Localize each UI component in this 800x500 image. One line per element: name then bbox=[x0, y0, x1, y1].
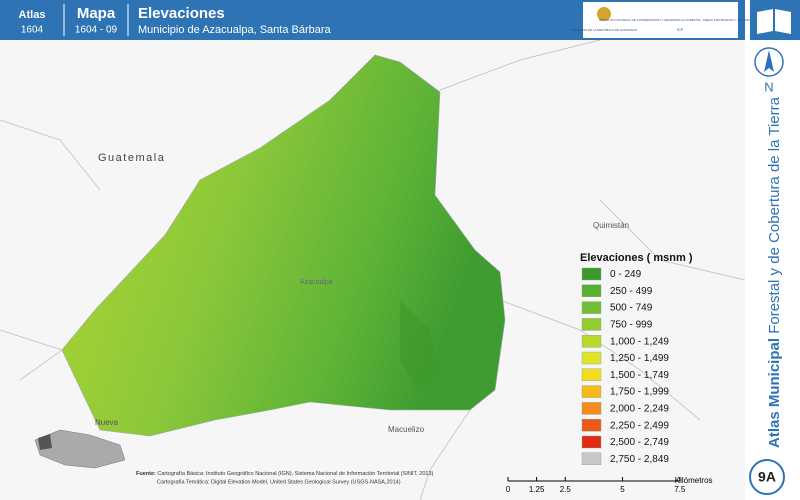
legend-swatch bbox=[581, 368, 602, 381]
legend-swatch bbox=[581, 284, 602, 297]
legend-swatch bbox=[581, 267, 602, 281]
badge-label: 9A bbox=[758, 469, 776, 485]
north-arrow bbox=[764, 50, 774, 72]
book-icon bbox=[757, 9, 791, 34]
place-label: Nueva bbox=[95, 418, 119, 427]
legend-swatch bbox=[581, 351, 602, 365]
map-number: 1604 - 09 bbox=[75, 25, 118, 36]
north-circle bbox=[754, 47, 784, 77]
legend-label: 2,750 - 2,849 bbox=[610, 454, 669, 465]
legend-label: 250 - 499 bbox=[610, 286, 653, 297]
atlas-label: Atlas bbox=[19, 9, 46, 21]
source-line: Cartografía Básica: Instituto Geográfico… bbox=[157, 471, 433, 477]
logo-text: GOBIERNO DE LA REPÚBLICA DE HONDURAS bbox=[571, 27, 637, 32]
logo-text: INSTITUTO NACIONAL DE CONSERVACIÓN Y DES… bbox=[599, 17, 761, 22]
legend-swatch bbox=[581, 318, 602, 331]
legend-label: 2,000 - 2,249 bbox=[610, 404, 669, 415]
legend-label: 1,750 - 1,999 bbox=[610, 387, 669, 398]
scale-unit: Kilómetros bbox=[675, 476, 713, 485]
legend-label: 1,500 - 1,749 bbox=[610, 370, 669, 381]
title: Elevaciones bbox=[138, 5, 225, 22]
municipality bbox=[61, 54, 506, 437]
scale-tick-label: 2.5 bbox=[560, 485, 572, 494]
logo-emblem bbox=[597, 7, 611, 21]
legend-title: Elevaciones ( msnm ) bbox=[580, 252, 693, 264]
side-title-bold: Atlas Municipal bbox=[766, 338, 783, 448]
source-label: Fuente: bbox=[136, 471, 156, 477]
legend-swatch bbox=[581, 385, 602, 398]
legend-label: 2,500 - 2,749 bbox=[610, 437, 669, 448]
locator-highlight bbox=[38, 434, 52, 450]
map-label: Mapa bbox=[77, 5, 116, 22]
legend-swatch bbox=[581, 402, 602, 415]
scale-tick-label: 0 bbox=[506, 485, 511, 494]
legend-label: 500 - 749 bbox=[610, 303, 653, 314]
legend-swatch bbox=[581, 335, 602, 348]
roads bbox=[0, 39, 746, 500]
legend-label: 750 - 999 bbox=[610, 320, 653, 331]
atlas-number: 1604 bbox=[21, 25, 44, 36]
legend: 0 - 249 250 - 499 500 - 749 750 - 999 1,000 … bbox=[581, 267, 669, 465]
source-line: Cartografía Temática: Digital Elevation … bbox=[157, 479, 401, 485]
legend-label: 1,000 - 1,249 bbox=[610, 336, 669, 347]
logo-box bbox=[583, 2, 738, 38]
place-label: Guatemala bbox=[98, 152, 165, 164]
side-title: Atlas Municipal Forestal y de Cobertura … bbox=[766, 96, 783, 448]
place-label: Azacualpa bbox=[300, 279, 333, 286]
source: Fuente: Cartografía Básica: Instituto Ge… bbox=[136, 471, 434, 477]
legend-label: 2,250 - 2,499 bbox=[610, 420, 669, 431]
legend-swatch bbox=[581, 435, 602, 449]
side-title-rest: Forestal y de Cobertura de la Tierra bbox=[766, 96, 783, 333]
north-label: N bbox=[764, 79, 773, 94]
legend-label: 0 - 249 bbox=[610, 269, 642, 280]
place-label: Quimistán bbox=[593, 221, 629, 230]
place-label: Macuelizo bbox=[388, 425, 425, 434]
scale-tick-label: 5 bbox=[620, 485, 625, 494]
scale-tick-label: 1.25 bbox=[529, 485, 545, 494]
legend-swatch bbox=[581, 452, 602, 465]
lowland bbox=[400, 300, 440, 395]
logo-text: ICF bbox=[677, 27, 684, 32]
badge bbox=[749, 459, 785, 495]
subtitle: Municipio de Azacualpa, Santa Bárbara bbox=[138, 24, 332, 36]
legend-swatch bbox=[581, 301, 602, 314]
legend-label: 1,250 - 1,499 bbox=[610, 353, 669, 364]
legend-swatch bbox=[581, 419, 602, 432]
locator-map bbox=[34, 429, 126, 469]
scale-tick-label: 7.5 bbox=[674, 485, 686, 494]
